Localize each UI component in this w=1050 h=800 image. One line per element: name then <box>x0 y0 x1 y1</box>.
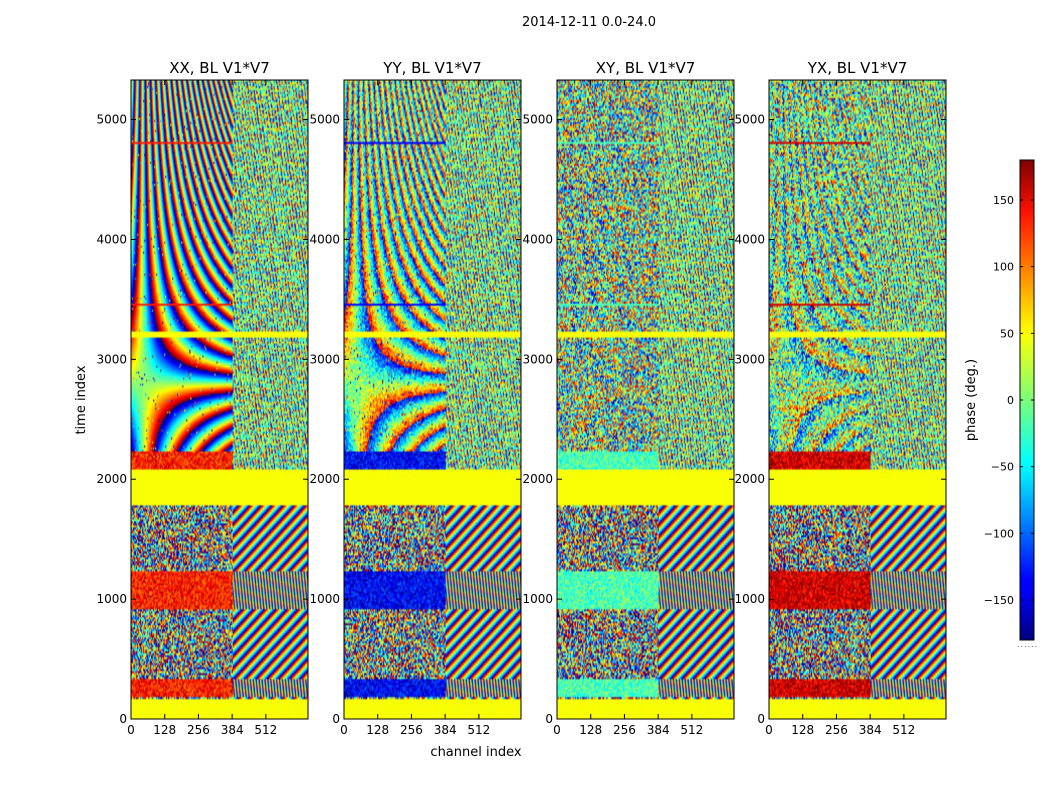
y-tick-label: 4000 <box>96 232 127 246</box>
x-tick-label: 512 <box>467 723 490 737</box>
x-tick-label: 384 <box>859 723 882 737</box>
x-tick-label: 512 <box>680 723 703 737</box>
y-tick-label: 5000 <box>96 113 127 127</box>
panel-frame <box>768 79 947 720</box>
x-tick-label: 128 <box>153 723 176 737</box>
y-tick-label: 4000 <box>309 232 340 246</box>
y-tick-label: 1000 <box>522 592 553 606</box>
panel-xy: XY, BL V1*V7 0 128 256 384 512 0 1000 2000 3000 40… <box>522 59 735 737</box>
heatmap-xy <box>557 80 734 719</box>
heatmap-xx <box>131 80 308 719</box>
colorbar-tick-label: −100 <box>984 527 1014 540</box>
x-tick-label: 0 <box>127 723 135 737</box>
y-tick-label: 0 <box>332 712 340 726</box>
x-axis-label: channel index <box>430 745 521 760</box>
colorbar-tick-label: −150 <box>984 594 1014 607</box>
panel-yx: YX, BL V1*V7 0 128 256 384 512 0 1000 2000 3000 40… <box>734 59 947 737</box>
x-tick-label: 256 <box>825 723 848 737</box>
x-tick-label: 128 <box>366 723 389 737</box>
colorbar-tick-label: 150 <box>993 194 1014 207</box>
panels-group: XX, BL V1*V7 0 128 256 384 512 0 1000 2000 3000 40… <box>96 59 947 737</box>
x-tick-label: 512 <box>254 723 277 737</box>
panel-yy: YY, BL V1*V7 0 128 256 384 512 0 1000 2000 3000 40… <box>309 59 522 737</box>
x-tick-label: 0 <box>340 723 348 737</box>
panel-frame <box>343 79 522 720</box>
y-tick-label: 1000 <box>734 592 765 606</box>
x-tick-label: 256 <box>400 723 423 737</box>
colorbar-ticks: 150 100 50 0 −50 −100 −150 <box>984 194 1034 607</box>
panel-frame <box>556 79 735 720</box>
x-tick-label: 384 <box>647 723 670 737</box>
x-tick-label: 256 <box>613 723 636 737</box>
y-tick-label: 4000 <box>522 232 553 246</box>
y-tick-label: 2000 <box>522 472 553 486</box>
colorbar-tick-label: 50 <box>1000 327 1014 340</box>
panel-title: YX, BL V1*V7 <box>807 59 908 77</box>
x-tick-label: 256 <box>187 723 210 737</box>
y-axis-label: time index <box>74 365 89 434</box>
y-tick-label: 5000 <box>309 113 340 127</box>
y-tick-label: 2000 <box>96 472 127 486</box>
y-tick-label: 5000 <box>522 113 553 127</box>
y-tick-label: 0 <box>119 712 127 726</box>
y-tick-label: 3000 <box>96 352 127 366</box>
y-tick-label: 3000 <box>734 352 765 366</box>
panel-frame <box>130 79 309 720</box>
y-tick-label: 1000 <box>96 592 127 606</box>
y-tick-label: 2000 <box>309 472 340 486</box>
x-tick-label: 512 <box>892 723 915 737</box>
colorbar: 150 100 50 0 −50 −100 −150 phase (deg.) <box>964 159 1035 641</box>
y-tick-label: 0 <box>545 712 553 726</box>
x-tick-label: 128 <box>791 723 814 737</box>
colorbar-tick-label: 0 <box>1007 394 1014 407</box>
panel-title: XX, BL V1*V7 <box>169 59 270 77</box>
x-tick-label: 384 <box>221 723 244 737</box>
y-tick-label: 3000 <box>522 352 553 366</box>
x-tick-label: 128 <box>579 723 602 737</box>
heatmap-yx <box>769 80 946 719</box>
heatmap-yy <box>344 80 521 719</box>
panel-title: YY, BL V1*V7 <box>382 59 481 77</box>
y-tick-label: 4000 <box>734 232 765 246</box>
x-tick-label: 0 <box>553 723 561 737</box>
panel-xx: XX, BL V1*V7 0 128 256 384 512 0 1000 2000 3000 40… <box>96 59 309 737</box>
y-tick-label: 5000 <box>734 113 765 127</box>
colorbar-tick-label: 100 <box>993 261 1014 274</box>
figure-title: 2014-12-11 0.0-24.0 <box>522 15 656 30</box>
y-tick-label: 0 <box>757 712 765 726</box>
colorbar-label: phase (deg.) <box>964 359 979 441</box>
y-tick-label: 1000 <box>309 592 340 606</box>
x-tick-label: 0 <box>765 723 773 737</box>
y-tick-label: 2000 <box>734 472 765 486</box>
footer-mark: ...... <box>1017 640 1039 649</box>
panel-title: XY, BL V1*V7 <box>596 59 696 77</box>
colorbar-tick-label: −50 <box>991 461 1014 474</box>
x-tick-label: 384 <box>434 723 457 737</box>
y-tick-label: 3000 <box>309 352 340 366</box>
